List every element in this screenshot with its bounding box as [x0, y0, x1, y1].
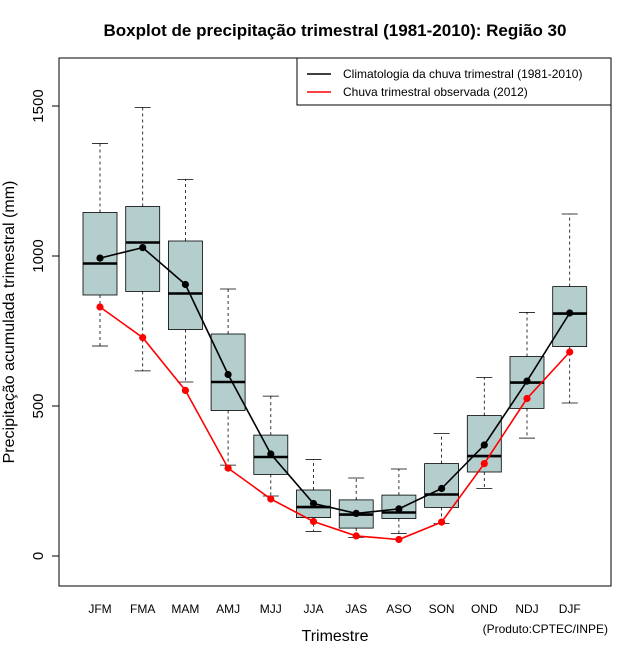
- x-tick-label: ASO: [386, 602, 411, 616]
- y-axis-label: Precipitação acumulada trimestral (mm): [1, 181, 18, 464]
- legend-box: [296, 57, 612, 106]
- observed-point-OND: [480, 460, 488, 468]
- plot-area: 0 500 1000 1500 JFM FMA MAM AMJ MJJ JJA JAS ASO SON O…: [30, 57, 612, 616]
- box-MJJ: [253, 395, 289, 497]
- x-tick-label: JJA: [303, 602, 323, 616]
- x-tick-label: SON: [429, 602, 455, 616]
- y-tick-label: 0: [30, 552, 47, 560]
- observed-line: [99, 306, 571, 541]
- box-ASO: [381, 468, 417, 534]
- climatology-point-SON: [438, 484, 446, 493]
- credit-text: (Produto:CPTEC/INPE): [483, 622, 608, 636]
- y-tick-label: 500: [30, 393, 47, 418]
- climatology-point-JJA: [309, 499, 318, 508]
- box-JFM: [82, 143, 118, 347]
- box-OND: [466, 377, 502, 489]
- y-tick-label: 1000: [30, 239, 47, 272]
- climatology-point-ASO: [395, 505, 403, 513]
- plot-frame: [58, 57, 612, 587]
- y-tick-label: 1500: [30, 89, 47, 122]
- legend: Climatologia da chuva trimestral (1981-2…: [296, 57, 612, 106]
- x-tick-label: MAM: [171, 602, 199, 616]
- climatology-point-NDJ: [523, 377, 531, 385]
- climatology-point-MJJ: [267, 450, 275, 458]
- box-NDJ: [509, 311, 545, 439]
- climatology-point-FMA: [139, 244, 147, 252]
- climatology-point-OND: [480, 441, 488, 449]
- legend-label: Chuva trimestral observada (2012): [343, 85, 528, 99]
- x-tick-label: JFM: [88, 602, 111, 616]
- climatology-point-JAS: [352, 509, 360, 517]
- box-SON: [424, 433, 460, 524]
- x-tick-label: OND: [471, 602, 498, 616]
- observed-point-MAM: [181, 386, 189, 394]
- climatology-line: [99, 246, 571, 515]
- observed-point-ASO: [395, 535, 403, 544]
- x-axis-label: Trimestre: [302, 628, 369, 645]
- observed-point-AMJ: [224, 464, 232, 472]
- observed-point-MJJ: [267, 495, 275, 503]
- legend-label: Climatologia da chuva trimestral (1981-2…: [343, 67, 582, 81]
- climatology-point-DJF: [566, 309, 574, 317]
- observed-point-NDJ: [523, 394, 531, 403]
- x-tick-label: FMA: [130, 602, 155, 616]
- chart-title: Boxplot de precipitação trimestral (1981…: [104, 21, 567, 40]
- box-body: [552, 286, 588, 348]
- box-FMA: [125, 107, 161, 372]
- climatology-point-MAM: [181, 280, 189, 289]
- x-tick-label: DJF: [559, 602, 581, 616]
- x-tick-label: AMJ: [216, 602, 240, 616]
- x-tick-label: NDJ: [515, 602, 538, 616]
- climatology-point-JFM: [96, 254, 104, 262]
- observed-point-FMA: [139, 334, 147, 342]
- climatology-point-AMJ: [224, 370, 232, 379]
- observed-point-DJF: [566, 348, 574, 356]
- box-body: [82, 212, 118, 296]
- observed-point-JAS: [352, 532, 360, 540]
- box-DJF: [552, 213, 588, 404]
- box-JAS: [338, 477, 374, 538]
- observed-point-JJA: [309, 517, 318, 526]
- observed-point-JFM: [96, 303, 104, 311]
- x-tick-label: JAS: [345, 602, 367, 616]
- box-MAM: [167, 179, 203, 383]
- x-tick-label: MJJ: [260, 602, 282, 616]
- observed-point-SON: [438, 518, 446, 526]
